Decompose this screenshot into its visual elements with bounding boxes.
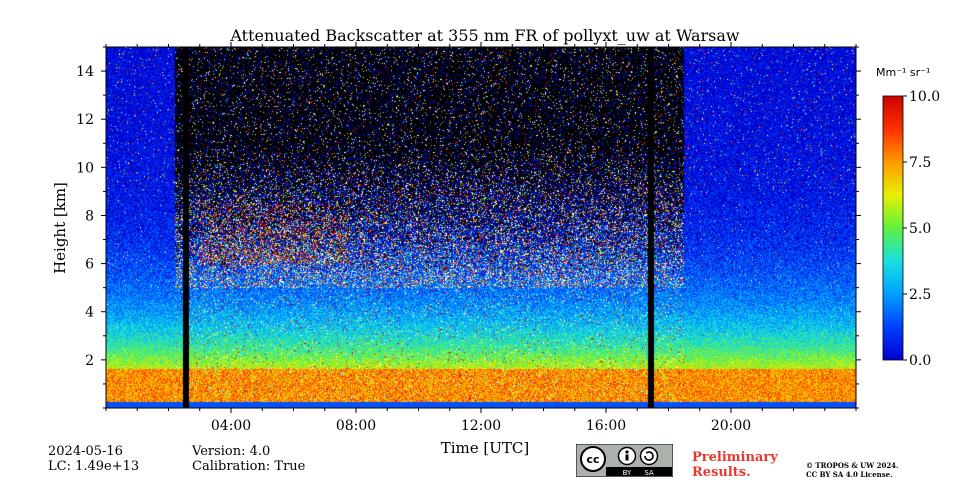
preliminary-line1: Preliminary (692, 450, 778, 465)
y-tick-label: 14 (76, 64, 94, 80)
y-axis-label: Height [km] (51, 182, 69, 274)
preliminary-results-label: Preliminary Results. (692, 450, 778, 480)
colorbar-tick-label: 10.0 (909, 89, 940, 105)
footer-lc: LC: 1.49e+13 (48, 459, 140, 474)
x-axis: 04:00 08:00 12:00 16:00 20:00 (105, 42, 857, 434)
x-tick-label: 16:00 (586, 418, 626, 434)
x-axis-label: Time [UTC] (441, 439, 530, 457)
x-tick-label: 20:00 (711, 418, 751, 434)
preliminary-line2: Results. (692, 465, 751, 480)
y-axis: 2 4 6 8 10 12 14 (76, 46, 861, 409)
colorbar-tick-label: 2.5 (909, 287, 931, 303)
colorbar-unit-label: Mm⁻¹ sr⁻¹ (876, 66, 930, 79)
copyright-notice: © TROPOS & UW 2024. CC BY SA 4.0 License… (806, 461, 899, 479)
colorbar-tick-label: 7.5 (909, 155, 931, 171)
x-tick-label: 08:00 (336, 418, 376, 434)
share-alike-icon (639, 446, 659, 466)
copyright-line1: © TROPOS & UW 2024. (806, 461, 899, 470)
cc-logo-text: cc (586, 453, 599, 466)
y-tick-label: 12 (76, 112, 94, 128)
copyright-line2: CC BY SA 4.0 License. (806, 470, 893, 479)
y-tick-label: 4 (85, 305, 94, 321)
backscatter-heatmap (106, 47, 856, 408)
by-label: BY (623, 469, 632, 477)
x-tick-label: 12:00 (461, 418, 501, 434)
heatmap-plot-area (105, 46, 857, 409)
y-tick-label: 6 (85, 257, 94, 273)
colorbar-tick-label: 5.0 (909, 221, 931, 237)
y-tick-label: 10 (76, 160, 94, 176)
footer-version: Version: 4.0 (192, 444, 271, 459)
chart-title: Attenuated Backscatter at 355 nm FR of p… (229, 26, 740, 45)
colorbar-tick-label: 0.0 (909, 353, 931, 369)
footer-date: 2024-05-16 (48, 444, 123, 459)
colorbar-gradient (882, 95, 904, 361)
x-tick-label: 04:00 (211, 418, 251, 434)
cc-by-sa-badge: cc BY SA (576, 444, 673, 477)
y-tick-label: 8 (85, 208, 94, 224)
sa-label: SA (644, 469, 654, 477)
colorbar: Mm⁻¹ sr⁻¹ 0.0 2.5 5.0 7.5 10.0 (876, 66, 940, 369)
footer-calibration: Calibration: True (192, 459, 306, 474)
cc-logo-icon (580, 446, 606, 472)
y-tick-label: 2 (85, 353, 94, 369)
